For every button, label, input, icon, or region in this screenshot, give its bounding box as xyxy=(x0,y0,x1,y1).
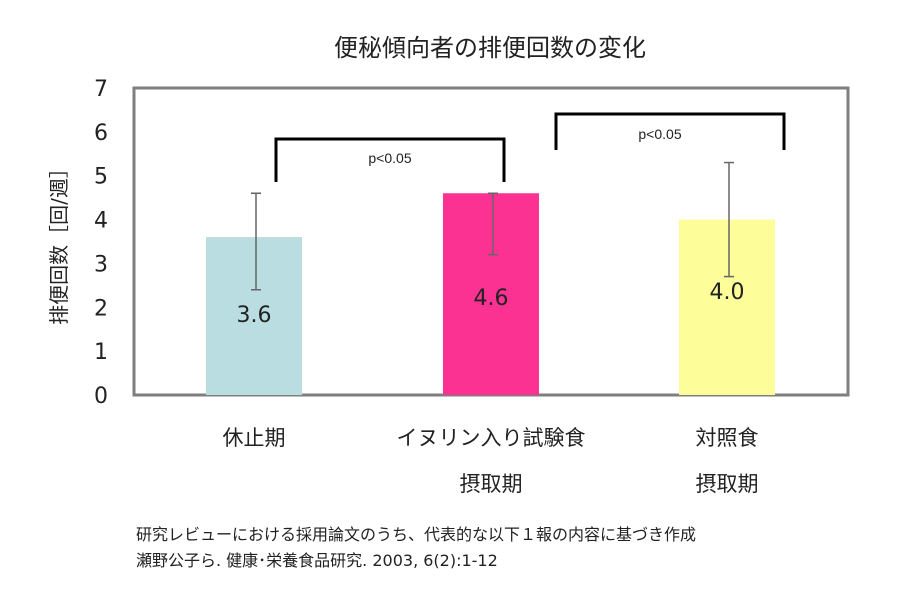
y-axis-label: 排便回数［回/週］ xyxy=(47,158,71,325)
error-bars xyxy=(251,161,734,291)
significance-bracket xyxy=(554,112,786,150)
source-note-line-2: 瀬野公子ら. 健康･栄養食品研究. 2003, 6(2):1-12 xyxy=(136,551,498,570)
source-note-line-1: 研究レビューにおける採用論文のうち、代表的な以下１報の内容に基づき作成 xyxy=(136,525,697,544)
chart-title: 便秘傾向者の排便回数の変化 xyxy=(334,34,646,62)
significance-label: p<0.05 xyxy=(368,150,411,166)
source-note: 研究レビューにおける採用論文のうち、代表的な以下１報の内容に基づき作成 瀬野公子… xyxy=(136,522,696,574)
significance-brackets: p<0.05 p<0.05 xyxy=(274,112,786,182)
value-labels: 3.6 4.6 4.0 xyxy=(237,280,745,328)
y-tick-label: 3 xyxy=(94,252,108,277)
category-label: 対照食 xyxy=(696,426,759,450)
y-tick-label: 1 xyxy=(94,340,108,365)
y-tick-label: 5 xyxy=(94,165,108,190)
significance-label: p<0.05 xyxy=(638,126,681,142)
y-tick-label: 6 xyxy=(94,121,108,146)
y-tick-label: 0 xyxy=(94,384,108,409)
y-tick-label: 7 xyxy=(94,77,108,102)
category-label: 休止期 xyxy=(223,426,286,450)
category-label: イヌリン入り試験食 xyxy=(397,426,586,450)
category-label: 摂取期 xyxy=(460,472,523,496)
significance-bracket xyxy=(274,137,506,182)
y-axis-ticks: 0 1 2 3 4 5 6 7 xyxy=(94,77,108,409)
category-label: 摂取期 xyxy=(696,472,759,496)
value-label: 3.6 xyxy=(237,303,272,328)
bar xyxy=(679,219,775,395)
y-tick-label: 2 xyxy=(94,296,108,321)
value-label: 4.6 xyxy=(474,286,509,311)
bar xyxy=(206,237,302,395)
value-label: 4.0 xyxy=(710,280,745,305)
bar xyxy=(443,193,539,395)
y-tick-label: 4 xyxy=(94,209,108,234)
bars xyxy=(206,193,775,395)
bar-chart: 便秘傾向者の排便回数の変化 0 1 2 3 4 5 6 7 排便回数［回/週］ 3.6 4.6 4… xyxy=(47,34,850,496)
